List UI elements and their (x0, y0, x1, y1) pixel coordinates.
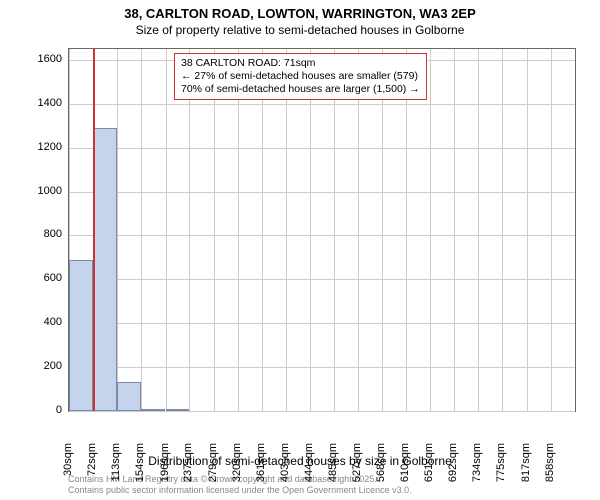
xtick-label: 485sqm (327, 443, 339, 493)
xtick-label: 279sqm (207, 443, 219, 493)
ytick-label: 0 (12, 404, 62, 416)
plot-area: 38 CARLTON ROAD: 71sqm ← 27% of semi-det… (68, 48, 576, 412)
annotation-box: 38 CARLTON ROAD: 71sqm ← 27% of semi-det… (174, 53, 427, 100)
histogram-bar (141, 409, 165, 411)
gridline-v (310, 49, 311, 411)
gridline-v (238, 49, 239, 411)
xtick-label: 403sqm (279, 443, 291, 493)
xtick-label: 817sqm (520, 443, 532, 493)
ytick-label: 1200 (12, 141, 62, 153)
ytick-label: 1600 (12, 53, 62, 65)
gridline-v (358, 49, 359, 411)
gridline-v (189, 49, 190, 411)
chart-subtitle: Size of property relative to semi-detach… (0, 21, 600, 37)
gridline-h (69, 411, 575, 412)
ytick-label: 200 (12, 360, 62, 372)
gridline-v (117, 49, 118, 411)
gridline-h (69, 367, 575, 368)
ytick-label: 1000 (12, 185, 62, 197)
annotation-line1: 38 CARLTON ROAD: 71sqm (181, 57, 420, 70)
xtick-label: 361sqm (255, 443, 267, 493)
histogram-bar (93, 128, 117, 411)
gridline-v (502, 49, 503, 411)
gridline-v (478, 49, 479, 411)
gridline-v (406, 49, 407, 411)
gridline-v (214, 49, 215, 411)
annotation-line2: ← 27% of semi-detached houses are smalle… (181, 70, 420, 83)
chart-title: 38, CARLTON ROAD, LOWTON, WARRINGTON, WA… (0, 0, 600, 21)
gridline-v (286, 49, 287, 411)
histogram-bar (117, 382, 141, 411)
xtick-label: 30sqm (62, 443, 74, 493)
xtick-label: 72sqm (86, 443, 98, 493)
histogram-bar (166, 409, 190, 411)
gridline-h (69, 192, 575, 193)
xtick-label: 775sqm (495, 443, 507, 493)
gridline-v (430, 49, 431, 411)
gridline-v (454, 49, 455, 411)
gridline-v (166, 49, 167, 411)
xtick-label: 858sqm (544, 443, 556, 493)
xtick-label: 568sqm (375, 443, 387, 493)
xtick-label: 237sqm (182, 443, 194, 493)
gridline-h (69, 235, 575, 236)
xtick-label: 320sqm (231, 443, 243, 493)
xtick-label: 734sqm (471, 443, 483, 493)
gridline-h (69, 104, 575, 105)
ytick-label: 400 (12, 316, 62, 328)
gridline-v (551, 49, 552, 411)
ytick-label: 1400 (12, 97, 62, 109)
gridline-h (69, 279, 575, 280)
gridline-v (382, 49, 383, 411)
gridline-v (141, 49, 142, 411)
xtick-label: 113sqm (110, 443, 122, 493)
ytick-label: 800 (12, 228, 62, 240)
gridline-v (334, 49, 335, 411)
xtick-label: 444sqm (303, 443, 315, 493)
histogram-bar (69, 260, 93, 411)
xtick-label: 651sqm (423, 443, 435, 493)
property-marker-line (93, 49, 95, 411)
annotation-line3: 70% of semi-detached houses are larger (… (181, 83, 420, 96)
gridline-h (69, 323, 575, 324)
gridline-h (69, 148, 575, 149)
xtick-label: 610sqm (399, 443, 411, 493)
gridline-v (527, 49, 528, 411)
gridline-v (262, 49, 263, 411)
chart-container: 38, CARLTON ROAD, LOWTON, WARRINGTON, WA… (0, 0, 600, 500)
xtick-label: 154sqm (134, 443, 146, 493)
xtick-label: 527sqm (351, 443, 363, 493)
xtick-label: 692sqm (447, 443, 459, 493)
xtick-label: 196sqm (159, 443, 171, 493)
ytick-label: 600 (12, 272, 62, 284)
